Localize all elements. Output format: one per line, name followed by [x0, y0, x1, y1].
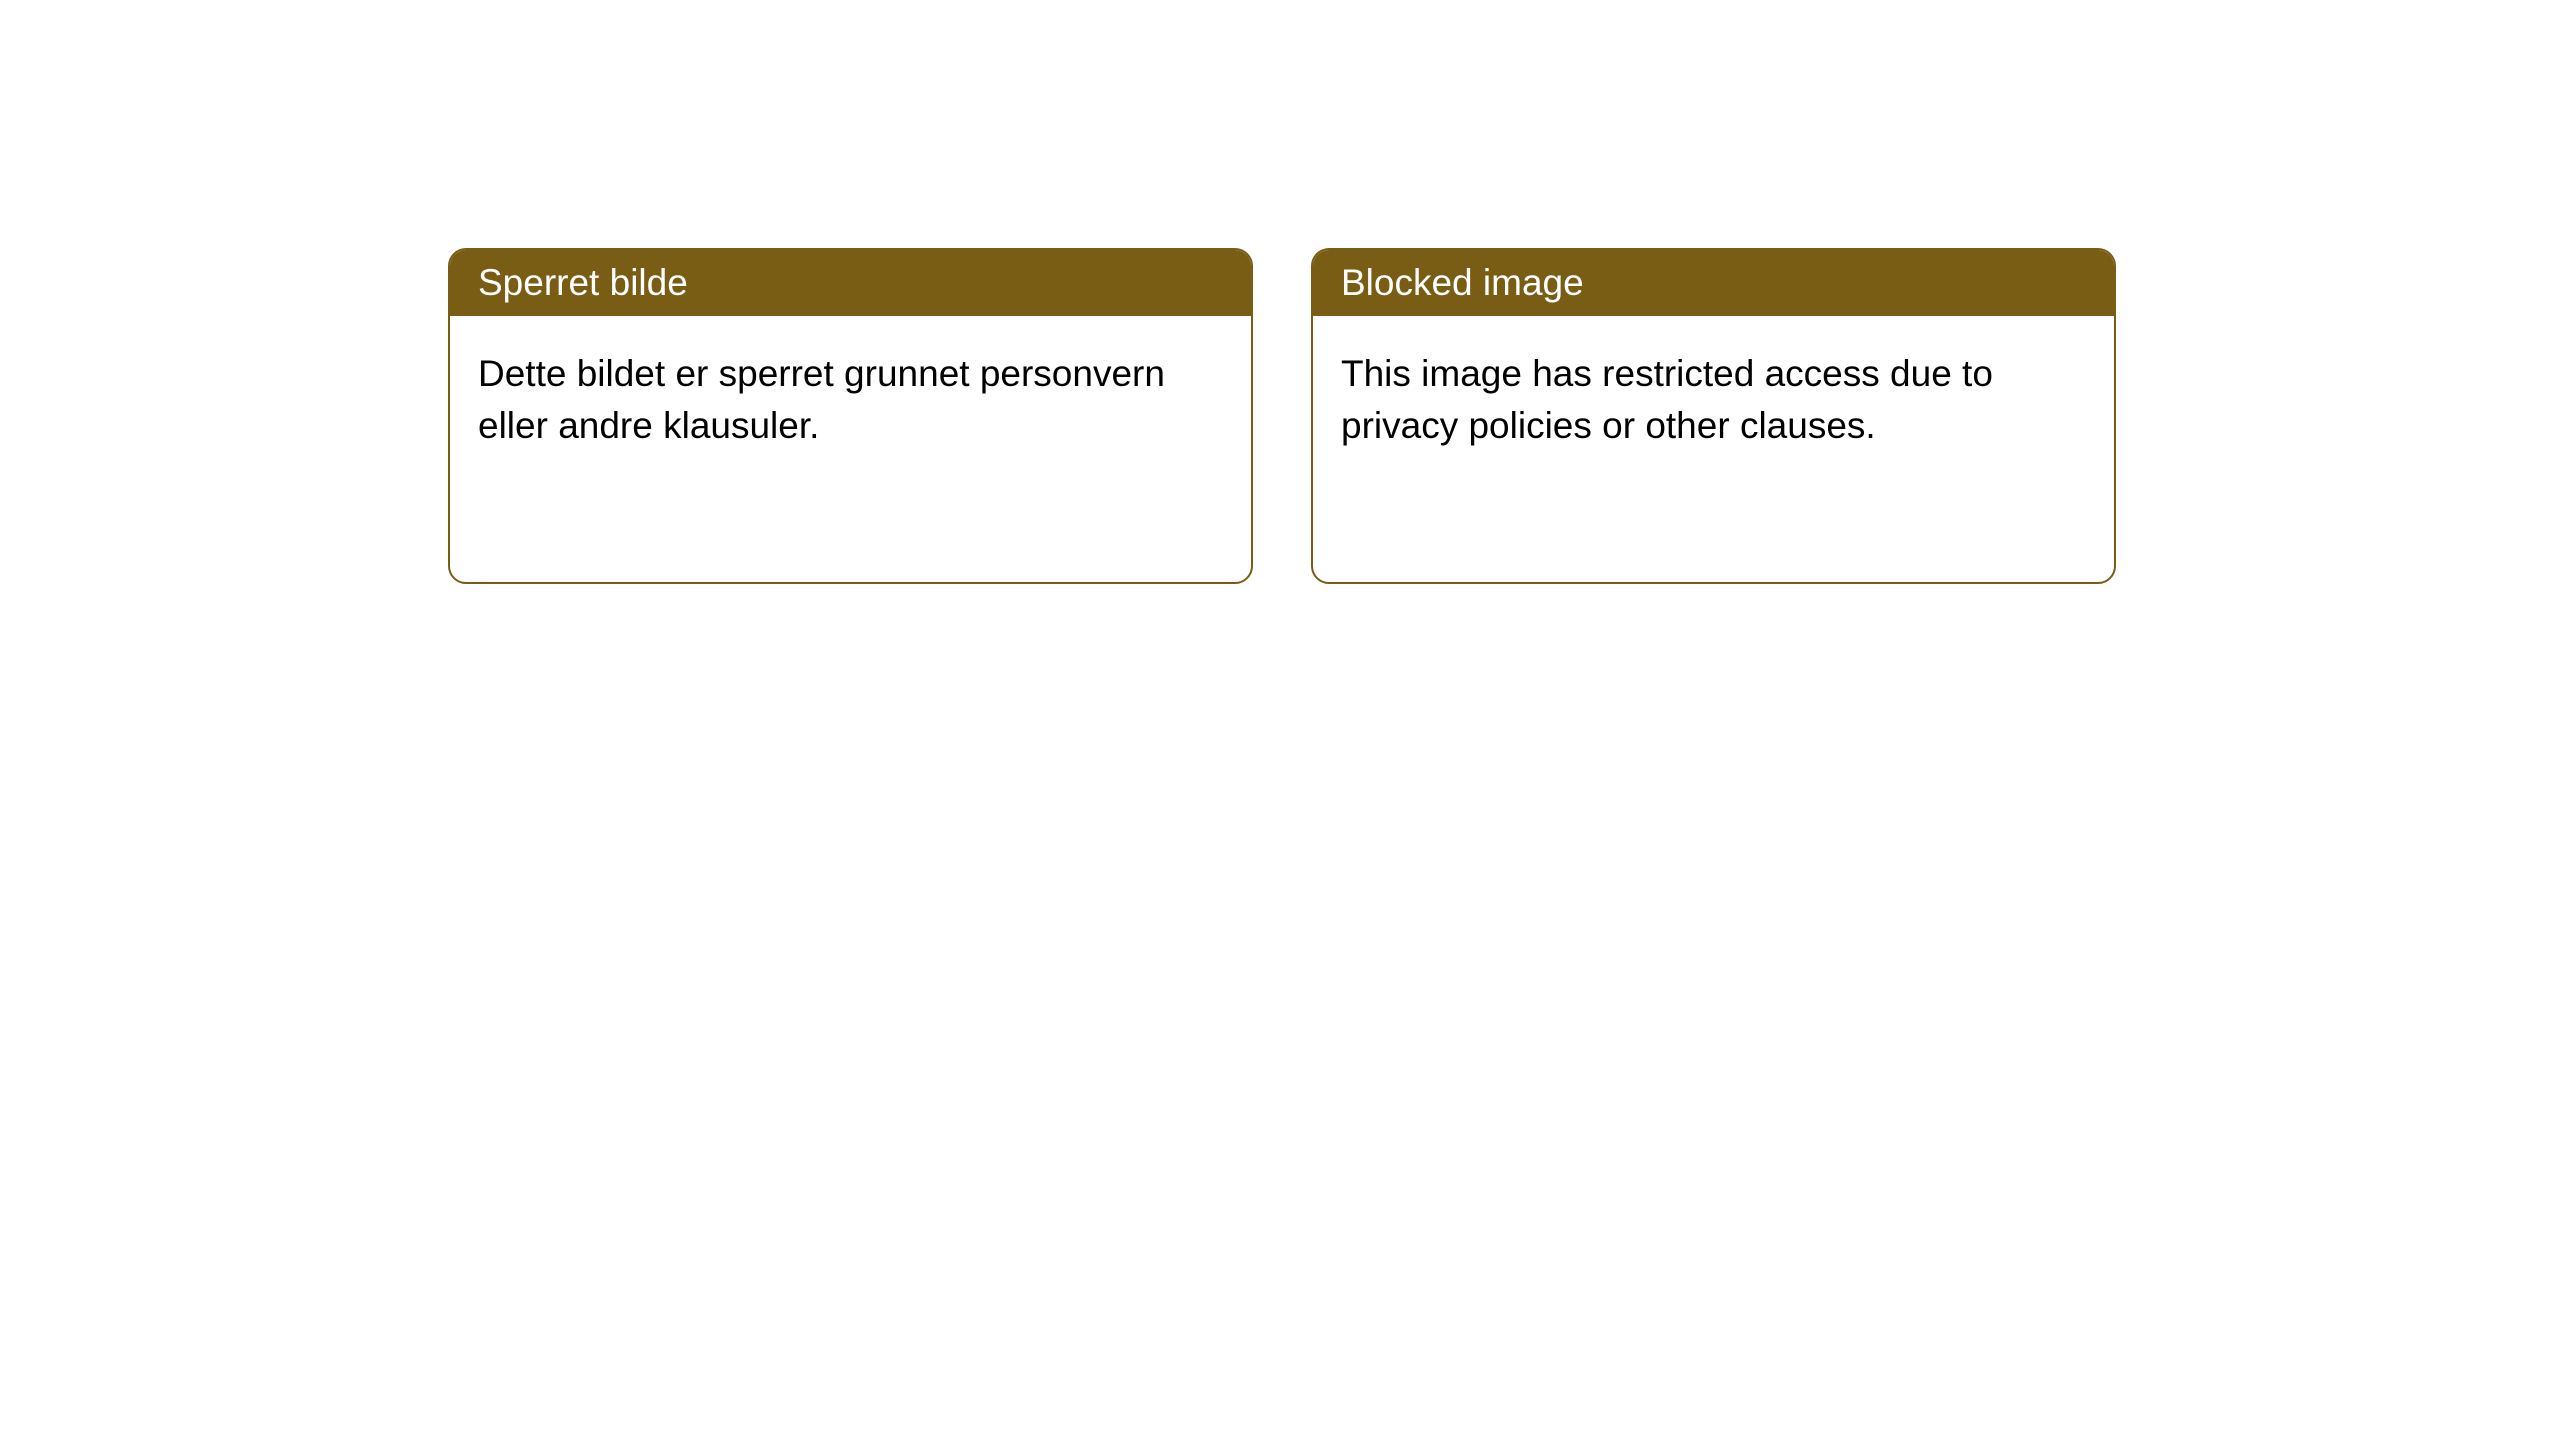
notice-title-english: Blocked image [1313, 250, 2114, 316]
notice-title-norwegian: Sperret bilde [450, 250, 1251, 316]
notice-body-english: This image has restricted access due to … [1313, 316, 2114, 484]
notice-box-english: Blocked image This image has restricted … [1311, 248, 2116, 584]
notice-container: Sperret bilde Dette bildet er sperret gr… [0, 0, 2560, 584]
notice-box-norwegian: Sperret bilde Dette bildet er sperret gr… [448, 248, 1253, 584]
notice-body-norwegian: Dette bildet er sperret grunnet personve… [450, 316, 1251, 484]
